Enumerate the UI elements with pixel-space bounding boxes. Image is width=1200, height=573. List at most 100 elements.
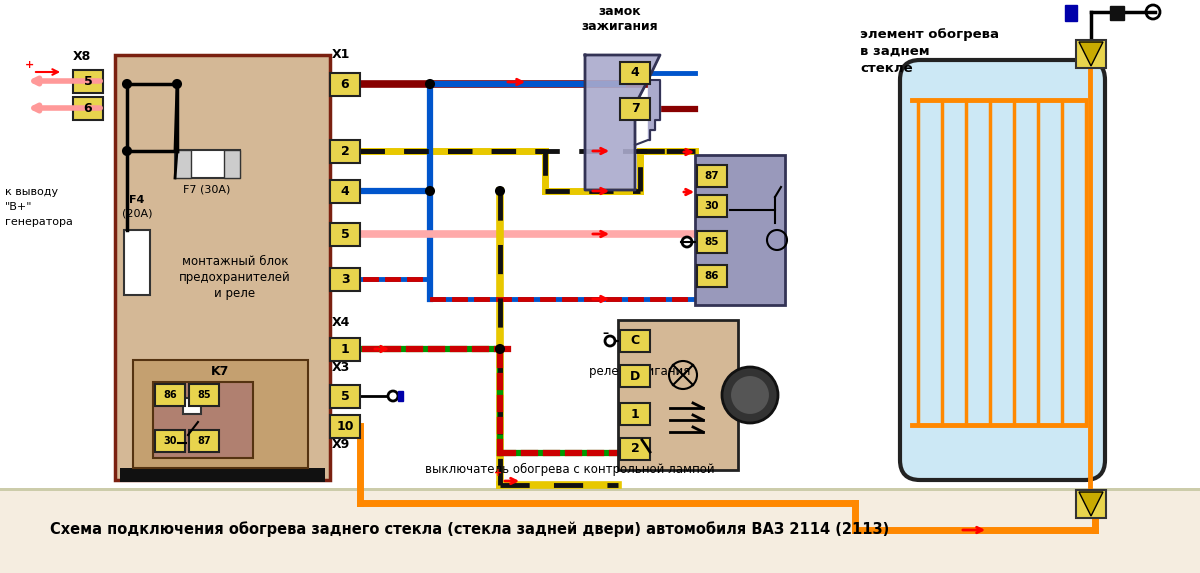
Text: (20А): (20А) (121, 209, 152, 219)
Bar (124, 230, 150, 295)
Text: 5: 5 (341, 390, 349, 403)
Text: 2: 2 (631, 442, 640, 456)
Text: 2: 2 (341, 145, 349, 158)
Text: стекле: стекле (860, 62, 913, 75)
Text: генератора: генератора (5, 217, 73, 227)
Text: 30: 30 (704, 201, 719, 211)
Text: в заднем: в заднем (860, 45, 930, 58)
Text: выключатель обогрева с контрольной лампой: выключатель обогрева с контрольной лампо… (425, 463, 715, 476)
Bar (620, 438, 650, 460)
Text: X1: X1 (332, 48, 350, 61)
Text: 5: 5 (341, 228, 349, 241)
Bar (697, 195, 727, 217)
Text: X3: X3 (332, 361, 350, 374)
Text: монтажный блок: монтажный блок (181, 255, 288, 268)
Text: F4: F4 (130, 195, 145, 205)
Bar (115, 55, 330, 480)
Bar (155, 384, 185, 406)
Bar (620, 403, 650, 425)
Circle shape (722, 367, 778, 423)
Text: X4: X4 (332, 316, 350, 329)
Text: F7 (30А): F7 (30А) (184, 184, 230, 194)
Text: 10: 10 (336, 420, 354, 433)
Text: замок: замок (599, 5, 641, 18)
Bar (133, 360, 308, 468)
Polygon shape (1079, 492, 1103, 516)
Text: Схема подключения обогрева заднего стекла (стекла задней двери) автомобиля ВАЗ 2: Схема подключения обогрева заднего стекл… (50, 521, 889, 537)
Bar (224, 150, 240, 178)
Text: и реле: и реле (215, 287, 256, 300)
Bar (620, 330, 650, 352)
Text: 85: 85 (704, 237, 719, 247)
Text: +: + (25, 60, 35, 70)
Bar (697, 265, 727, 287)
Text: 6: 6 (341, 78, 349, 91)
Bar (330, 415, 360, 438)
Text: K7: K7 (211, 365, 229, 378)
Bar (695, 155, 785, 305)
Bar (73, 70, 103, 93)
Circle shape (730, 375, 770, 415)
Text: 4: 4 (341, 185, 349, 198)
Bar (1076, 490, 1106, 518)
Bar (697, 165, 727, 187)
Bar (398, 391, 403, 401)
Bar (330, 385, 360, 408)
Circle shape (124, 147, 131, 155)
Bar (0, 490, 1200, 573)
Circle shape (426, 80, 434, 88)
FancyBboxPatch shape (900, 60, 1105, 480)
Bar (154, 382, 253, 458)
Bar (0, 488, 1200, 491)
Bar (73, 97, 103, 120)
Circle shape (426, 187, 434, 195)
Bar (620, 365, 650, 387)
Text: X9: X9 (332, 438, 350, 451)
Bar (330, 268, 360, 291)
Bar (175, 150, 191, 178)
Bar (330, 180, 360, 203)
Bar (697, 231, 727, 253)
Polygon shape (586, 55, 660, 190)
Text: 87: 87 (197, 436, 211, 446)
Bar (330, 140, 360, 163)
Text: 87: 87 (704, 171, 719, 181)
Bar (330, 73, 360, 96)
Bar (1110, 6, 1124, 20)
Text: 30: 30 (163, 436, 176, 446)
Text: элемент обогрева: элемент обогрева (860, 28, 998, 41)
Text: 1: 1 (341, 343, 349, 356)
Text: 86: 86 (163, 390, 176, 400)
Bar (330, 338, 360, 361)
Text: +: + (494, 468, 502, 478)
Bar (155, 430, 185, 452)
Text: зажигания: зажигания (582, 20, 659, 33)
Text: D: D (630, 370, 640, 383)
Bar (182, 398, 202, 414)
Bar (175, 150, 240, 178)
Bar (190, 430, 220, 452)
Circle shape (496, 187, 504, 195)
Bar (190, 384, 220, 406)
Text: –: – (602, 327, 608, 340)
Bar (120, 468, 325, 482)
Text: 85: 85 (197, 390, 211, 400)
Bar (1076, 40, 1106, 68)
Text: предохранителей: предохранителей (179, 271, 290, 284)
Text: C: C (630, 335, 640, 347)
Polygon shape (648, 80, 660, 140)
Bar (620, 98, 650, 120)
Text: X8: X8 (73, 50, 91, 63)
Text: 1: 1 (631, 407, 640, 421)
Text: 7: 7 (631, 103, 640, 116)
Circle shape (496, 345, 504, 353)
Bar (1066, 5, 1078, 21)
Polygon shape (1079, 42, 1103, 66)
Text: 6: 6 (84, 102, 92, 115)
Bar (620, 62, 650, 84)
Bar (618, 320, 738, 470)
Text: "В+": "В+" (5, 202, 32, 212)
Text: 4: 4 (631, 66, 640, 80)
Text: к выводу: к выводу (5, 187, 58, 197)
Text: 5: 5 (84, 75, 92, 88)
